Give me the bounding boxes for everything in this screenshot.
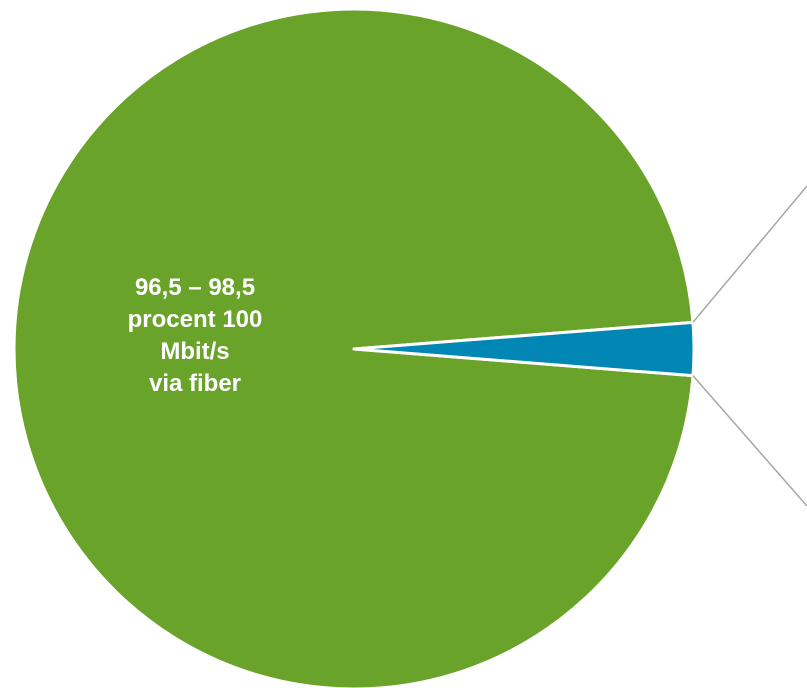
leader-line-bottom [692,375,807,507]
slice-label-line-2: procent 100 [127,306,263,333]
slice-label-line-4: via fiber [148,370,242,397]
slice-label-line-3: Mbit/s [160,338,230,365]
slice-label-line-1: 96,5 – 98,5 [134,274,256,301]
pie-slice-other [352,320,696,378]
slice-label-fiber: 96,5 – 98,5 procent 100 Mbit/s via fiber [60,272,330,400]
leader-line-top [692,185,807,323]
